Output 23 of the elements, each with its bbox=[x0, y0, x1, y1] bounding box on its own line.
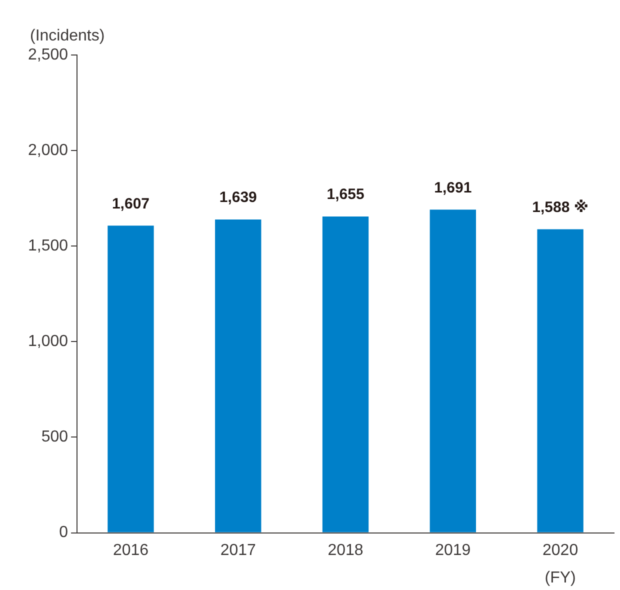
data-label: 1,639 bbox=[219, 189, 257, 206]
data-label: 1,655 bbox=[326, 186, 364, 204]
y-tick-label: 500 bbox=[41, 428, 68, 446]
x-tick-label: 2018 bbox=[328, 542, 364, 559]
bar bbox=[537, 229, 584, 532]
y-axis-title: (Incidents) bbox=[30, 27, 105, 44]
bar bbox=[322, 216, 369, 532]
data-label: 1,607 bbox=[112, 195, 150, 212]
y-tick-label: 2,000 bbox=[28, 142, 68, 159]
x-tick-label: 2016 bbox=[112, 542, 149, 559]
y-tick-label: 0 bbox=[59, 524, 68, 542]
data-label: 1,588 ※ bbox=[532, 198, 588, 216]
y-tick-label: 2,500 bbox=[28, 46, 68, 64]
x-axis-title: (FY) bbox=[544, 569, 576, 586]
bar bbox=[108, 226, 154, 532]
data-label: 1,691 bbox=[434, 179, 472, 196]
bar bbox=[430, 210, 476, 532]
x-tick-label: 2017 bbox=[220, 542, 256, 559]
bar bbox=[215, 220, 262, 532]
y-tick-label: 1,500 bbox=[28, 238, 68, 255]
x-tick-label: 2020 bbox=[542, 542, 578, 559]
x-tick-label: 2019 bbox=[435, 542, 471, 559]
y-tick-label: 1,000 bbox=[28, 333, 68, 350]
